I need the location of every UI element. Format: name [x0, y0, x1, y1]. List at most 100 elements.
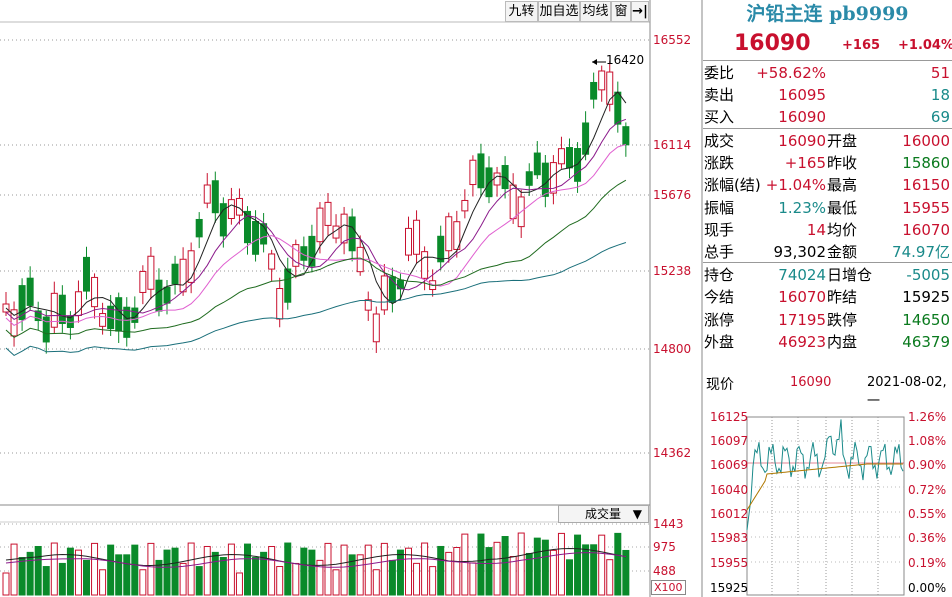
intraday-price-tick: 16040	[710, 483, 749, 497]
volume-bar	[99, 569, 107, 596]
volume-bar	[316, 559, 324, 596]
volume-bar	[203, 545, 211, 596]
quote-value: 69	[930, 108, 950, 126]
candle-body	[525, 171, 533, 186]
intraday-pct-tick: 1.08%	[908, 434, 947, 448]
quote-label: 跌停	[827, 311, 858, 329]
quote-value: 46923	[778, 333, 826, 351]
volume-bar	[34, 545, 42, 596]
candle-body	[469, 159, 477, 186]
candle-body	[42, 316, 50, 343]
volume-bar	[574, 534, 582, 596]
quote-label: 委比	[704, 64, 735, 82]
candle-body	[58, 294, 66, 324]
candle-body	[179, 258, 187, 293]
quote-value: +165	[784, 154, 826, 172]
quote-row: 成交 16090 开盘 16000	[703, 130, 952, 152]
add-watchlist-button[interactable]: 加自选	[538, 1, 580, 22]
quote-label: 买入	[704, 108, 735, 126]
candle-body	[590, 81, 598, 100]
volume-bar	[10, 543, 18, 596]
ma-line	[5, 143, 627, 327]
candle-body	[219, 203, 227, 237]
volume-bar	[493, 541, 501, 596]
candle-body	[260, 223, 268, 245]
candle-body	[372, 313, 380, 343]
quote-label: 内盘	[827, 333, 858, 351]
candle-body	[268, 253, 276, 270]
volume-bar	[582, 544, 590, 596]
ma-line	[5, 118, 627, 321]
window-button[interactable]: 窗	[611, 1, 631, 22]
intraday-average-line	[746, 463, 903, 511]
candle-body	[18, 285, 26, 321]
candle-body	[34, 310, 42, 322]
moving-average-button[interactable]: 均线	[580, 1, 611, 22]
quote-value: +1.04%	[765, 176, 826, 194]
ma-line	[5, 179, 627, 339]
quote-label: 今结	[704, 288, 735, 306]
volume-bar	[123, 554, 131, 596]
quote-row: 总手 93,302 金额 74.97亿	[703, 241, 952, 263]
volume-bar	[18, 557, 26, 596]
candle-body	[26, 277, 34, 306]
volume-bar	[66, 547, 74, 596]
price-tick: 16114	[653, 138, 692, 152]
quote-label: 昨结	[827, 288, 858, 306]
volume-bar	[405, 547, 412, 596]
collapse-arrow-icon[interactable]: →|	[631, 1, 649, 22]
volume-bar	[340, 544, 348, 596]
volume-bar	[131, 544, 139, 596]
quote-value: 16090	[778, 108, 826, 126]
volume-bar	[517, 532, 525, 596]
quote-label: 卖出	[704, 86, 735, 104]
candle-body	[477, 153, 485, 189]
volume-bar	[348, 554, 356, 596]
candle-body	[388, 276, 396, 303]
intraday-price-tick: 15955	[710, 556, 749, 570]
volume-bar	[147, 542, 155, 596]
divider	[703, 262, 952, 263]
volume-ma-line	[5, 552, 626, 568]
intraday-pct-tick: 0.19%	[908, 556, 947, 570]
volume-bar	[606, 559, 614, 596]
candle-body	[131, 307, 139, 323]
volume-bar	[42, 566, 50, 596]
high-price-label: 16420	[606, 53, 645, 67]
quote-label: 总手	[704, 243, 735, 261]
quote-label: 涨停	[704, 311, 735, 329]
volume-bar	[501, 536, 509, 596]
volume-bar	[163, 549, 171, 596]
quote-row: 振幅 1.23% 最低 15955	[703, 197, 952, 219]
quote-row: 买入 16090 69	[703, 106, 952, 128]
volume-bar	[453, 546, 461, 596]
candle-body	[380, 275, 388, 311]
quote-label: 昨收	[827, 154, 858, 172]
volume-tick: 488	[653, 564, 676, 578]
quote-label: 涨幅(结)	[704, 176, 761, 194]
intraday-pct-tick: 0.72%	[908, 483, 947, 497]
candle-body	[308, 235, 316, 267]
nine-turn-button[interactable]: 九转	[505, 1, 538, 22]
volume-bar	[445, 551, 453, 596]
intraday-pct-tick: 0.90%	[908, 458, 947, 472]
candle-body	[284, 268, 292, 303]
candle-body	[493, 172, 501, 186]
volume-bar	[614, 532, 622, 596]
intraday-price-tick: 16012	[710, 507, 749, 521]
candle-body	[606, 71, 614, 105]
volume-bar	[533, 537, 541, 596]
quote-value: +58.62%	[756, 64, 826, 82]
chevron-down-icon: ▼	[632, 507, 642, 521]
quote-row: 委比 +58.62% 51	[703, 62, 952, 84]
quote-value: -5005	[906, 266, 950, 284]
price-change-pct: +1.04%	[898, 38, 952, 53]
quote-value: 14650	[902, 311, 950, 329]
quote-row: 现手 14 均价 16070	[703, 219, 952, 241]
volume-bar	[219, 557, 227, 596]
intraday-price-line	[746, 419, 904, 531]
volume-indicator-select[interactable]: 成交量 ▼	[558, 505, 649, 523]
volume-bar	[26, 551, 34, 596]
quote-label: 振幅	[704, 199, 735, 217]
candle-body	[203, 184, 211, 204]
